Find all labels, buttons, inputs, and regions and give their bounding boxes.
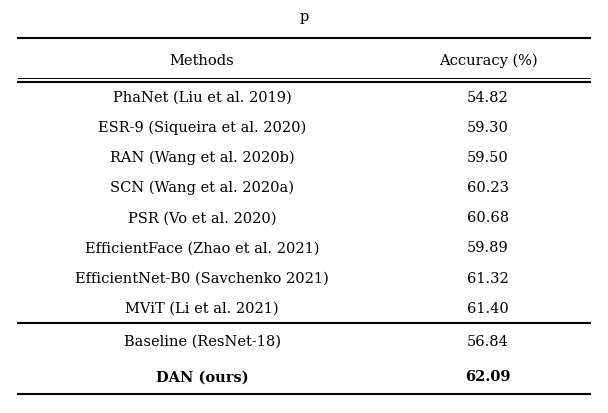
Text: p: p xyxy=(299,10,309,24)
Text: RAN (Wang et al. 2020b): RAN (Wang et al. 2020b) xyxy=(110,150,294,165)
Text: Baseline (ResNet-18): Baseline (ResNet-18) xyxy=(123,334,281,348)
Text: 59.50: 59.50 xyxy=(467,151,509,165)
Text: 62.09: 62.09 xyxy=(465,370,511,384)
Text: 61.32: 61.32 xyxy=(467,271,509,285)
Text: PhaNet (Liu et al. 2019): PhaNet (Liu et al. 2019) xyxy=(113,90,291,104)
Text: 59.89: 59.89 xyxy=(467,241,509,255)
Text: EfficientNet-B0 (Savchenko 2021): EfficientNet-B0 (Savchenko 2021) xyxy=(75,271,329,285)
Text: DAN (ours): DAN (ours) xyxy=(156,370,249,384)
Text: 54.82: 54.82 xyxy=(467,90,509,104)
Text: EfficientFace (Zhao et al. 2021): EfficientFace (Zhao et al. 2021) xyxy=(85,241,319,255)
Text: MViT (Li et al. 2021): MViT (Li et al. 2021) xyxy=(125,301,279,315)
Text: 60.23: 60.23 xyxy=(467,181,509,195)
Text: PSR (Vo et al. 2020): PSR (Vo et al. 2020) xyxy=(128,211,277,225)
Text: SCN (Wang et al. 2020a): SCN (Wang et al. 2020a) xyxy=(110,180,294,195)
Text: Accuracy (%): Accuracy (%) xyxy=(438,54,537,68)
Text: Methods: Methods xyxy=(170,54,235,68)
Text: 60.68: 60.68 xyxy=(467,211,509,225)
Text: ESR-9 (Siqueira et al. 2020): ESR-9 (Siqueira et al. 2020) xyxy=(98,121,306,135)
Text: 61.40: 61.40 xyxy=(467,301,509,315)
Text: 59.30: 59.30 xyxy=(467,121,509,135)
Text: 56.84: 56.84 xyxy=(467,334,509,348)
